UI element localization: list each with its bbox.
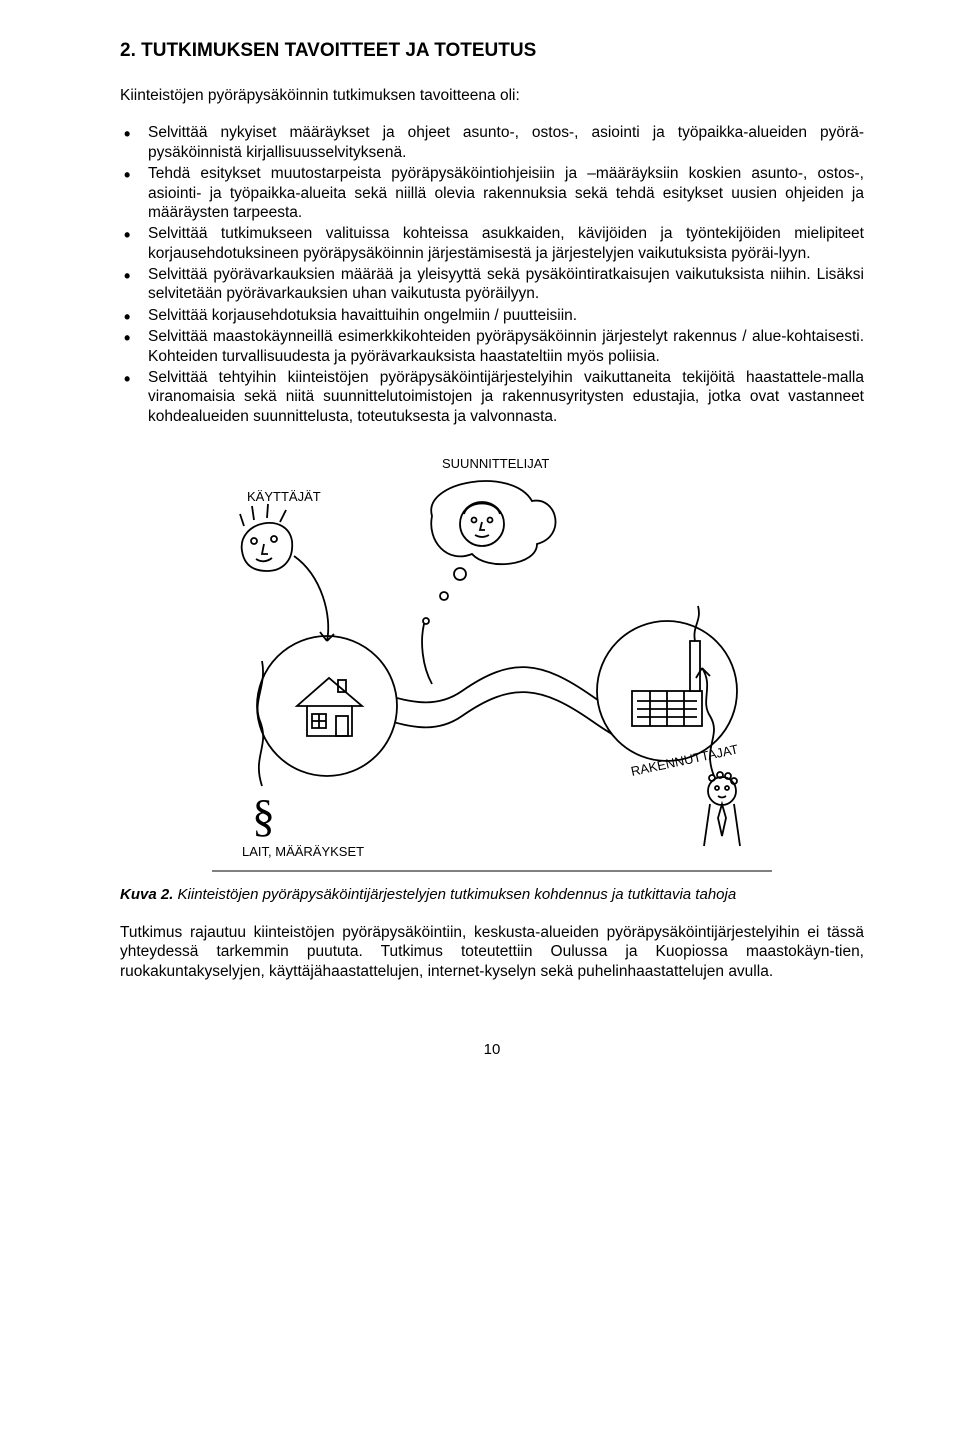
list-item: Selvittää tehtyihin kiinteistöjen pyöräp… [120,368,864,426]
concept-illustration: KÄYTTÄJÄT SUUNNITTELIJAT R [212,446,772,876]
list-item: Tehdä esitykset muutostarpeista pyöräpys… [120,164,864,222]
label-laws: LAIT, MÄÄRÄYKSET [242,844,364,859]
users-icon [240,504,334,641]
intro-text: Kiinteistöjen pyöräpysäköinnin tutkimuks… [120,86,864,105]
objectives-list: Selvittää nykyiset määräykset ja ohjeet … [120,123,864,426]
planners-icon [422,481,555,684]
label-planners: SUUNNITTELIJAT [442,456,549,471]
page-number: 10 [120,1041,864,1058]
section-heading: 2. TUTKIMUKSEN TAVOITTEET JA TOTEUTUS [120,40,864,62]
list-item: Selvittää nykyiset määräykset ja ohjeet … [120,123,864,162]
list-item: Selvittää tutkimukseen valituissa kohtei… [120,224,864,263]
figure-caption: Kuva 2. Kiinteistöjen pyöräpysäköintijär… [120,886,864,903]
caption-text: Kiinteistöjen pyöräpysäköintijärjestelyj… [173,886,736,903]
caption-number: Kuva 2. [120,886,173,903]
closing-paragraph: Tutkimus rajautuu kiinteistöjen pyöräpys… [120,923,864,981]
label-users: KÄYTTÄJÄT [247,489,321,504]
list-item: Selvittää maastokäynneillä esimerkkikoht… [120,327,864,366]
list-item: Selvittää korjausehdotuksia havaittuihin… [120,306,864,325]
list-item: Selvittää pyörävarkauksien määrää ja yle… [120,265,864,304]
svg-text:§: § [252,790,275,841]
